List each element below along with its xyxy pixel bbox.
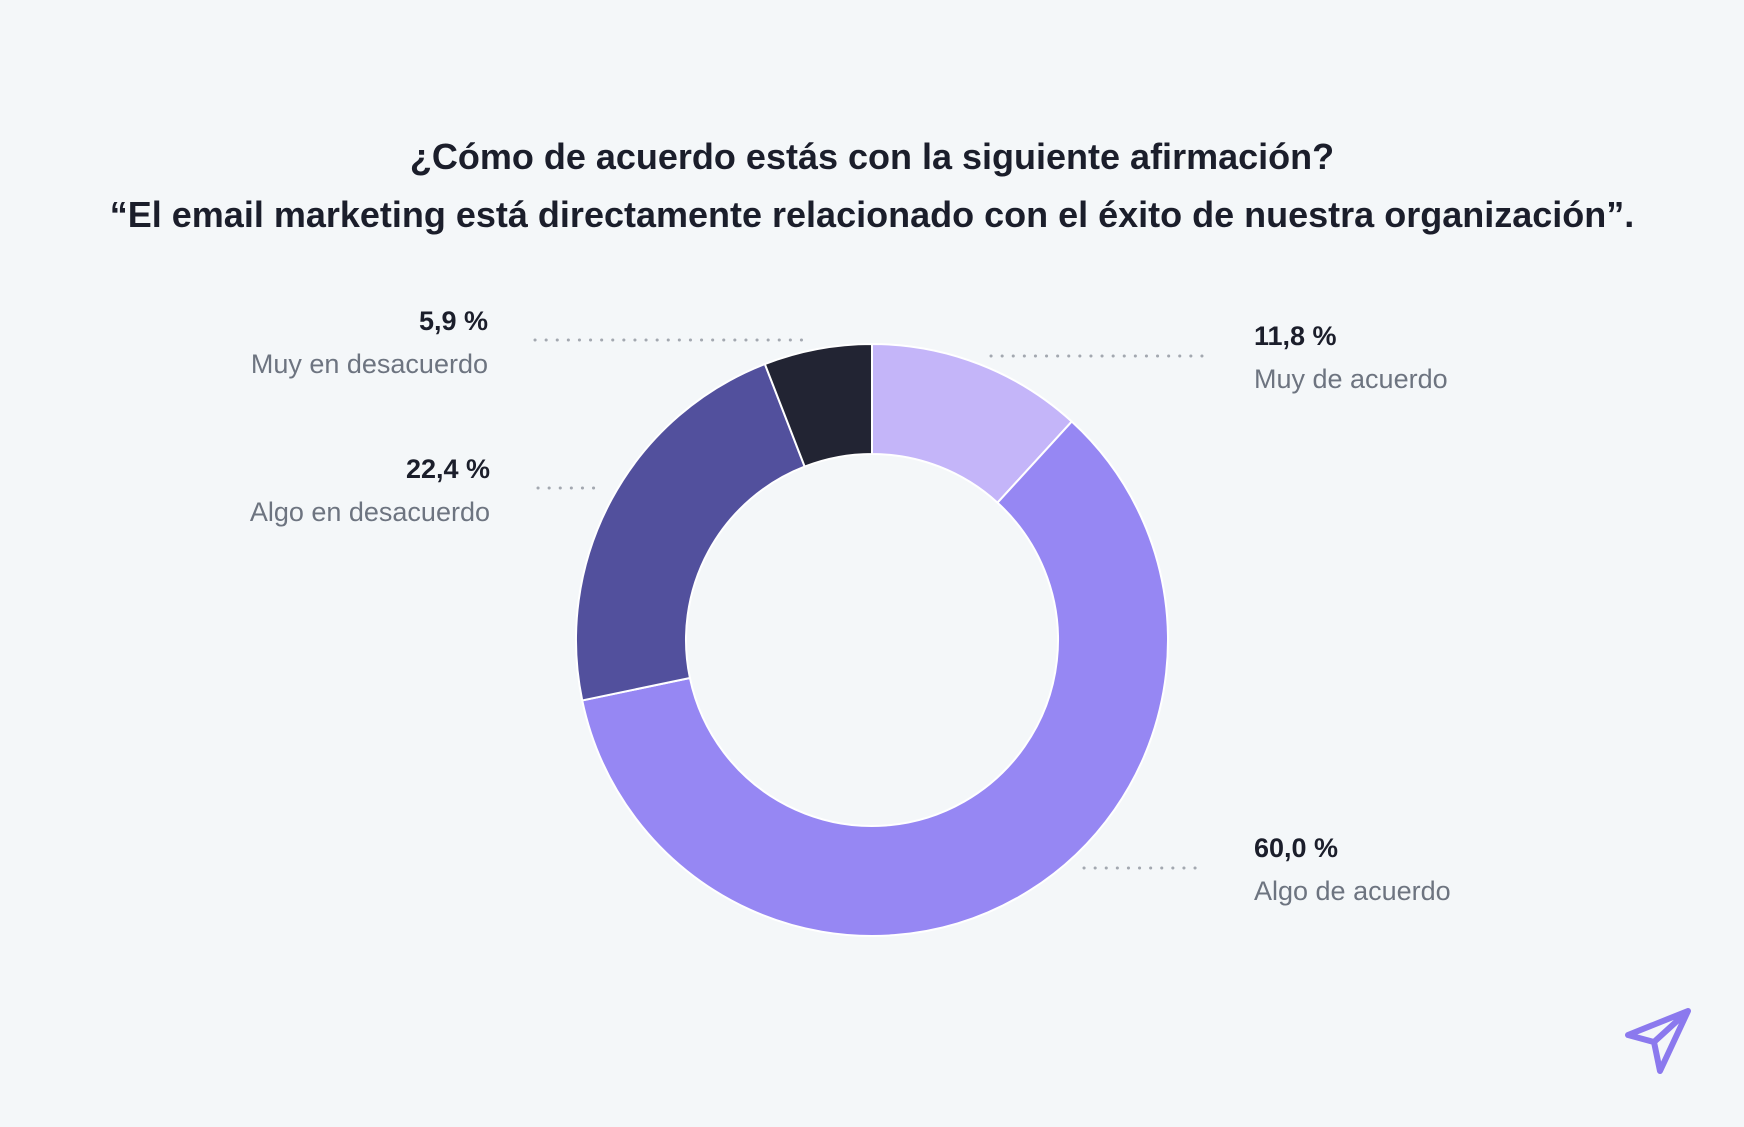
- donut-slice-algo-de-acuerdo: [581, 420, 1169, 937]
- slice-value-label: 5,9 %: [418, 306, 488, 336]
- slice-label-algo-en-desacuerdo: 22,4 % Algo en desacuerdo: [250, 448, 490, 534]
- slice-value-label: 11,8 %: [1254, 321, 1337, 351]
- slice-value-label: 60,0 %: [1254, 833, 1339, 863]
- donut-slice-algo-en-desacuerdo: [575, 362, 806, 702]
- slice-category-label: Muy en desacuerdo: [250, 349, 488, 379]
- slice-category-label: Algo de acuerdo: [1254, 876, 1451, 906]
- paper-plane-icon: [1624, 1008, 1694, 1083]
- chart-title-line-2: “El email marketing está directamente re…: [109, 194, 1635, 235]
- donut-slice-muy-en-desacuerdo: [763, 342, 873, 468]
- slice-category-label: Algo en desacuerdo: [249, 497, 490, 527]
- slice-label-algo-de-acuerdo: 60,0 % Algo de acuerdo: [1254, 827, 1451, 913]
- chart-title-line-1: ¿Cómo de acuerdo estás con la siguiente …: [409, 136, 1335, 177]
- slice-category-label: Muy de acuerdo: [1254, 364, 1448, 394]
- slice-value-label: 22,4 %: [405, 454, 490, 484]
- slice-label-muy-de-acuerdo: 11,8 % Muy de acuerdo: [1254, 315, 1448, 401]
- slice-label-muy-en-desacuerdo: 5,9 % Muy en desacuerdo: [251, 300, 488, 386]
- chart-title: ¿Cómo de acuerdo estás con la siguiente …: [0, 128, 1744, 244]
